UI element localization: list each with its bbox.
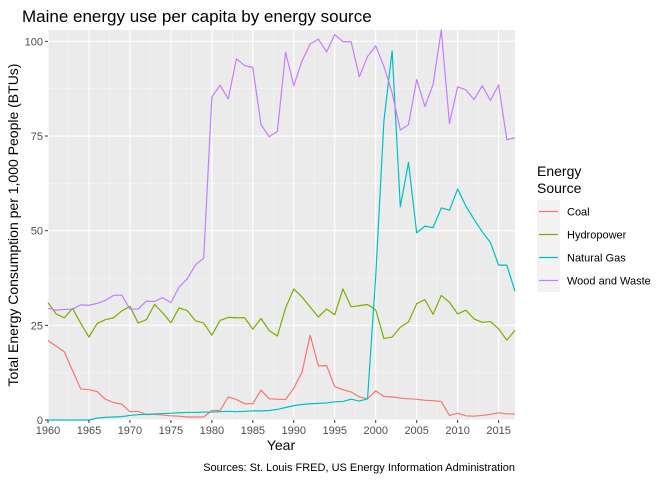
x-tick-label: 1965 [77,425,101,437]
x-tick-label: 1990 [282,425,306,437]
series-line-wood-and-waste [47,29,516,311]
x-tick-label: 1995 [323,425,347,437]
legend-label-natural-gas: Natural Gas [567,253,626,265]
y-axis-title: Total Energy Consumption per 1,000 Peopl… [5,64,21,387]
caption: Sources: St. Louis FRED, US Energy Infor… [203,462,515,474]
series-line-natural-gas [48,50,516,421]
legend-title: Energy Source [537,163,582,196]
y-tick-label: 75 [31,131,43,143]
series-line-hydropower [47,288,516,341]
y-tick-label: 50 [31,226,43,238]
x-axis-title: Year [267,437,296,453]
legend: Energy Source Coal Hydropower Natural Gas Woo… [537,163,651,292]
series-line-coal [47,334,515,418]
x-tick-label: 2005 [404,425,428,437]
x-tick-label: 1960 [36,425,60,437]
series-lines [47,29,516,421]
legend-title-line: Energy [537,163,581,179]
x-tick-label: 1970 [118,425,142,437]
legend-label-hydropower: Hydropower [567,230,627,242]
chart-title: Maine energy use per capita by energy so… [22,7,372,26]
x-tick-label: 1980 [200,425,224,437]
x-tick-label: 2010 [445,425,469,437]
legend-label-wood-and-waste: Wood and Waste [567,276,651,288]
y-axis: 0 25 50 75 100 [25,36,48,427]
x-tick-label: 2000 [363,425,387,437]
x-axis: 1960 1965 1970 1975 1980 1985 1990 1995 2000 2005… [36,420,511,437]
legend-title-line: Source [537,180,582,196]
x-tick-label: 2015 [486,425,510,437]
y-tick-label: 0 [37,415,43,427]
x-tick-label: 1985 [241,425,265,437]
y-tick-label: 100 [25,36,43,48]
x-tick-label: 1975 [159,425,183,437]
grid [47,30,515,421]
legend-label-coal: Coal [567,207,590,219]
y-tick-label: 25 [31,320,43,332]
